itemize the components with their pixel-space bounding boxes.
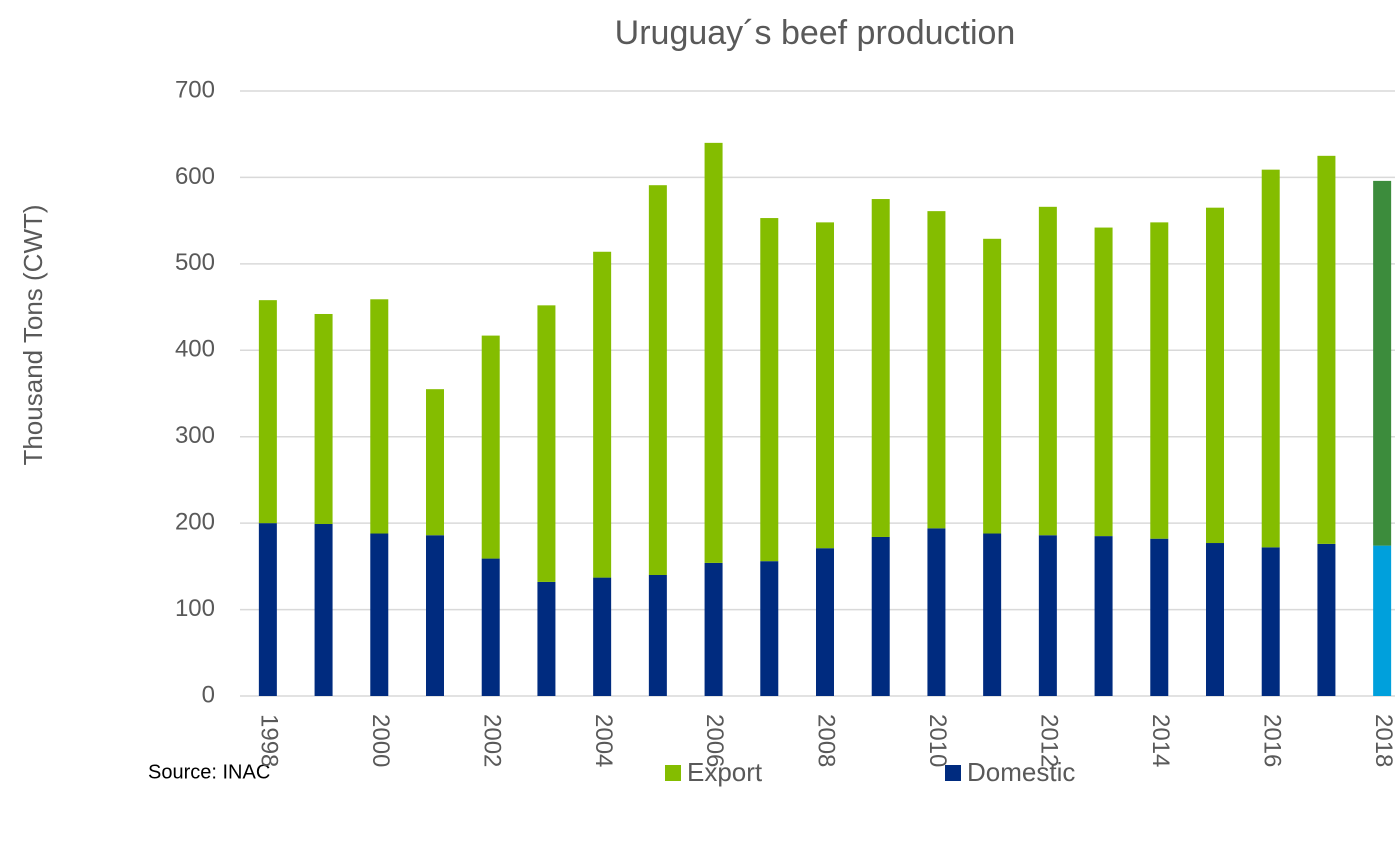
bar-segment: [314, 313, 333, 525]
bar-segment: [1038, 206, 1057, 536]
y-tick-label: 400: [175, 336, 215, 363]
bar-segment: [370, 533, 389, 696]
bar-segment: [927, 528, 946, 696]
bar-segment: [258, 300, 277, 524]
x-tick-label: 2012: [1036, 714, 1063, 767]
bar-segment: [314, 524, 333, 696]
bar-segment: [760, 561, 779, 696]
bar-segment: [1150, 222, 1169, 539]
bar-segment: [481, 335, 500, 559]
bar-segment: [927, 211, 946, 529]
bar-segment: [1038, 535, 1057, 696]
x-tick-label: 1998: [256, 714, 283, 767]
bar-segment: [760, 218, 779, 562]
bar-segment: [370, 299, 389, 534]
bar-segment: [1373, 180, 1392, 546]
bar-segment: [258, 523, 277, 696]
bar-segment: [871, 536, 890, 696]
chart-title: Uruguay´s beef production: [615, 14, 1016, 52]
bar-segment: [648, 185, 667, 575]
bar-segment: [1094, 536, 1113, 696]
bar-segment: [983, 533, 1002, 696]
y-tick-label: 300: [175, 422, 215, 449]
y-tick-label: 500: [175, 249, 215, 276]
bar-segment: [816, 548, 834, 696]
bar-segment: [1206, 207, 1224, 544]
bar-segment: [1317, 155, 1336, 544]
x-tick-label: 2008: [813, 714, 840, 767]
legend-label: Export: [687, 757, 763, 787]
y-tick-label: 700: [175, 76, 215, 103]
legend-label: Domestic: [967, 757, 1075, 787]
x-tick-label: 2018: [1370, 714, 1395, 767]
bar-segment: [481, 558, 500, 696]
bar-segment: [983, 238, 1002, 534]
bar-segment: [816, 222, 834, 549]
bar-segment: [426, 389, 444, 536]
bar-segment: [1261, 169, 1280, 548]
bar-segment: [426, 535, 444, 696]
legend-swatch: [945, 765, 961, 781]
y-tick-label: 600: [175, 163, 215, 190]
x-tick-label: 2010: [924, 714, 951, 767]
y-tick-label: 0: [202, 681, 215, 708]
x-tick-label: 2016: [1258, 714, 1285, 767]
bar-segment: [593, 577, 612, 696]
source-note: Source: INAC: [148, 761, 270, 783]
bar-segment: [1317, 543, 1336, 696]
x-tick-label: 2004: [590, 714, 617, 767]
x-tick-label: 2002: [478, 714, 505, 767]
x-tick-label: 2014: [1147, 714, 1174, 767]
bar-segment: [871, 199, 890, 537]
bar-segment: [1094, 227, 1113, 537]
y-axis-label: Thousand Tons (CWT): [18, 204, 48, 465]
bar-segment: [704, 562, 723, 696]
y-tick-label: 200: [175, 508, 215, 535]
bar-segment: [704, 142, 723, 563]
bar-segment: [593, 251, 612, 578]
legend-swatch: [665, 765, 681, 781]
bar-segment: [648, 575, 667, 696]
bar-segment: [537, 581, 556, 696]
bar-segment: [1206, 543, 1224, 696]
x-tick-label: 2000: [367, 714, 394, 767]
y-tick-label: 100: [175, 595, 215, 622]
bar-segment: [1150, 538, 1169, 696]
bar-segment: [1261, 547, 1280, 696]
bar-segment: [537, 305, 556, 582]
bar-segment: [1373, 545, 1392, 696]
x-tick-label: 2006: [701, 714, 728, 767]
